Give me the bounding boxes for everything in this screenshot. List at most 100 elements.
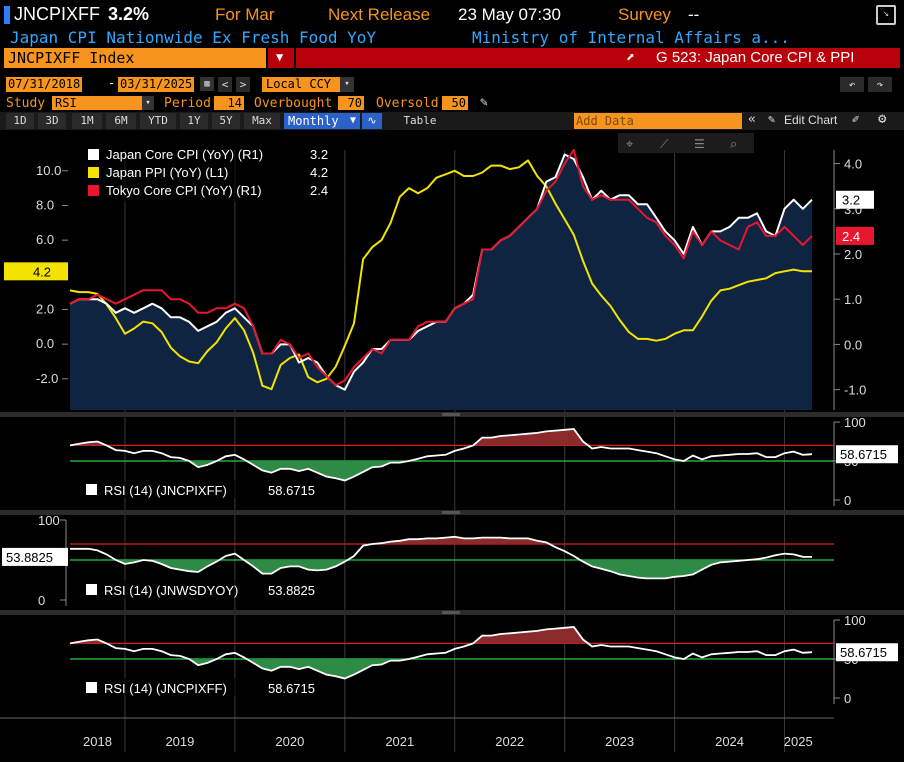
right-axis-tick-label: 0.0	[844, 337, 862, 352]
rsi-oversold-fill	[70, 659, 812, 679]
legend-value: 3.2	[310, 147, 328, 162]
rsi-value-tag-label: 53.8825	[6, 550, 53, 565]
rsi-legend-swatch	[86, 484, 97, 495]
range-1d[interactable]: 1D	[6, 113, 34, 129]
edit-chart-button[interactable]: Edit Chart	[784, 113, 838, 127]
rsi-axis-tick-label: 100	[844, 613, 866, 628]
ticker-marker	[4, 6, 10, 24]
next-range-button[interactable]: >	[236, 77, 250, 92]
frequency-chevron-icon: ▼	[349, 115, 356, 126]
currency-select[interactable]: Local CCY	[262, 77, 348, 92]
start-date-input[interactable]: 07/31/2018	[6, 77, 83, 92]
rsi-legend-box	[78, 678, 328, 696]
index-dropdown[interactable]: ▼	[268, 48, 294, 68]
security-header: JNCPIXFF 3.2% For Mar Next Release 23 Ma…	[0, 0, 904, 28]
end-date-input[interactable]: 03/31/2025	[118, 77, 195, 92]
ppi-value-tag-label: 4.2	[33, 264, 51, 279]
next-release-label: Next Release	[328, 5, 431, 24]
range-1y[interactable]: 1Y	[180, 113, 208, 129]
tokyo-cpi-value-tag-label: 2.4	[842, 229, 860, 244]
calendar-icon[interactable]: ▦	[200, 77, 214, 91]
annotate-icon[interactable]: ✐	[852, 112, 860, 126]
graph-title: G 523: Japan Core CPI & PPI	[656, 49, 855, 66]
collapse-icon[interactable]: «	[748, 112, 756, 127]
overbought-input[interactable]: 70	[338, 96, 364, 110]
graph-title-bar: ⬈ G 523: Japan Core CPI & PPI	[296, 48, 900, 68]
zoom-search-icon[interactable]: ⌕	[730, 137, 737, 152]
date-range-row: 07/31/2018 - 03/31/2025 ▦ < > Local CCY …	[0, 75, 904, 95]
add-data-input[interactable]: Add Data	[574, 113, 742, 129]
table-button[interactable]: Table	[403, 114, 437, 127]
rsi-overbought-fill	[70, 429, 812, 446]
rsi-legend-value: 58.6715	[268, 681, 315, 696]
x-tick-label: 2024	[715, 734, 744, 749]
tokyo-cpi-value-tag	[836, 226, 874, 245]
security-description: Japan CPI Nationwide Ex Fresh Food YoY	[10, 28, 377, 47]
study-select[interactable]: RSI	[52, 96, 143, 110]
legend-swatch	[88, 185, 99, 196]
left-axis-tick-label: 8.0	[36, 197, 54, 212]
chart-overlay: ⌖ ⟋ ☰ ⌕	[618, 133, 754, 153]
rsi-legend-label: RSI (14) (JNCPIXFF)	[104, 483, 227, 498]
index-name: JNCPIXFF Index	[8, 49, 135, 67]
oversold-input[interactable]: 50	[442, 96, 468, 110]
legend-value: 4.2	[310, 165, 328, 180]
right-axis-tick-label: -1.0	[844, 383, 866, 398]
redo-button[interactable]: ↷	[868, 77, 892, 92]
rsi-axis-tick-label: 0	[38, 593, 45, 608]
currency-chevron-icon[interactable]: ▾	[340, 77, 354, 92]
study-row: Study RSI ▾ Period 14 Overbought 70 Over…	[0, 95, 904, 113]
right-axis-tick-label: 4.0	[844, 157, 862, 172]
rsi-line	[69, 428, 813, 482]
range-ytd[interactable]: YTD	[140, 113, 176, 129]
chart-type-icon[interactable]: ∿	[362, 113, 382, 129]
export-icon[interactable]: ⬈	[626, 48, 636, 66]
range-1m[interactable]: 1M	[72, 113, 102, 129]
edit-chart-icon[interactable]: ✎	[768, 112, 776, 126]
rsi-value-tag	[836, 445, 898, 464]
core-cpi-value-tag	[836, 190, 874, 209]
range-5y[interactable]: 5Y	[212, 113, 240, 129]
popout-icon[interactable]: ↘	[876, 5, 896, 25]
rsi-value-tag	[836, 643, 898, 662]
panel-resize-handle[interactable]	[442, 511, 460, 514]
annotation-list-icon[interactable]: ☰	[694, 137, 705, 151]
panel-resize-handle[interactable]	[442, 413, 460, 416]
pen-icon[interactable]: ✎	[480, 95, 488, 110]
range-3d[interactable]: 3D	[38, 113, 66, 129]
x-tick-label: 2023	[605, 734, 634, 749]
release-period: For Mar	[215, 5, 275, 24]
crosshair-icon[interactable]: ⌖	[626, 137, 634, 152]
undo-button[interactable]: ↶	[840, 77, 864, 92]
left-axis-tick-label: 2.0	[36, 301, 54, 316]
rsi-axis-tick-label: 0	[844, 691, 851, 706]
survey-value: --	[688, 5, 700, 24]
range-max[interactable]: Max	[244, 113, 280, 129]
left-axis-tick-label: 10.0	[36, 163, 61, 178]
dropdown-arrow-icon: ▼	[276, 50, 284, 64]
rsi-legend-label: RSI (14) (JNCPIXFF)	[104, 681, 227, 696]
survey-label: Survey	[618, 5, 671, 24]
next-release-date: 23 May 07:30	[458, 5, 562, 24]
x-tick-label: 2025	[784, 734, 813, 749]
rsi-axis-tick-label: 100	[844, 415, 866, 430]
range-6m[interactable]: 6M	[106, 113, 136, 129]
legend-swatch	[88, 149, 99, 160]
left-axis-tick-label: 6.0	[36, 232, 54, 247]
period-input[interactable]: 14	[214, 96, 244, 110]
draw-icon[interactable]: ⟋	[660, 137, 669, 151]
ticker-symbol[interactable]: JNCPIXFF	[14, 4, 101, 24]
panel-resize-handle[interactable]	[442, 611, 460, 614]
core-cpi-area-layer	[70, 154, 812, 410]
japan-ppi-line	[69, 159, 812, 391]
index-name-box[interactable]: JNCPIXFF Index	[4, 48, 266, 68]
legend-value: 2.4	[310, 183, 328, 198]
settings-gear-icon[interactable]: ⚙	[878, 111, 887, 127]
frequency-select[interactable]: Monthly ▼	[284, 113, 360, 129]
study-chevron-icon[interactable]: ▾	[142, 96, 154, 110]
frequency-label: Monthly	[288, 114, 339, 128]
prev-range-button[interactable]: <	[218, 77, 232, 92]
rsi-axis-tick-label: 100	[38, 513, 60, 528]
